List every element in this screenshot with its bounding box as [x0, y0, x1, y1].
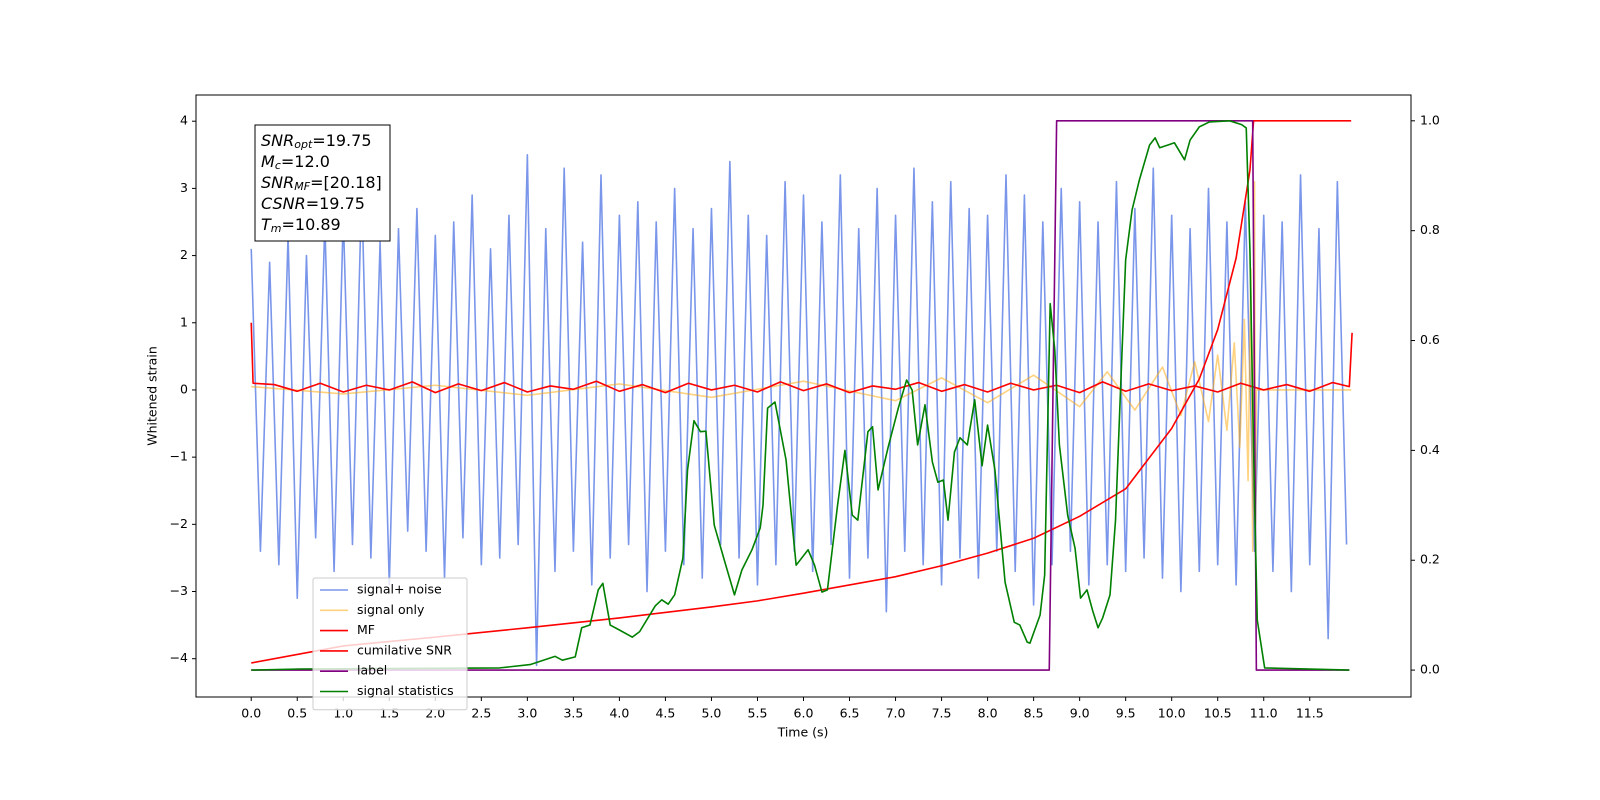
- x-tick-label: 11.5: [1296, 706, 1324, 721]
- series-line: [251, 120, 1350, 671]
- x-tick-label: 9.5: [1116, 706, 1136, 721]
- legend-label: cumilative SNR: [357, 642, 452, 657]
- annotation-value: =[20.18]: [310, 173, 382, 192]
- x-axis-label: Time (s): [777, 725, 829, 740]
- x-tick-label: 6.5: [840, 706, 860, 721]
- x-tick-label: 7.5: [932, 706, 952, 721]
- annotation-subscript: c: [275, 159, 281, 172]
- y2-tick-label: 0.2: [1420, 552, 1440, 567]
- annotation-line: CSNR=19.75: [261, 194, 365, 213]
- legend-label: MF: [357, 622, 375, 637]
- x-tick-label: 5.5: [748, 706, 768, 721]
- annotation-line: Tm=10.89: [261, 215, 341, 236]
- y2-tick-label: 0.4: [1420, 442, 1440, 457]
- legend: signal+ noise signal only MF cumilative SNR…: [312, 577, 468, 711]
- x-tick-label: 5.0: [702, 706, 722, 721]
- annotation-symbol: T: [261, 215, 272, 234]
- y-tick-label: −4: [170, 650, 188, 665]
- y-tick-label: −1: [170, 449, 188, 464]
- legend-label: signal only: [357, 602, 425, 617]
- x-tick-label: 7.0: [886, 706, 906, 721]
- annotation-symbol: M: [261, 152, 275, 171]
- y-tick-label: −3: [170, 583, 188, 598]
- x-tick-label: 11.0: [1250, 706, 1278, 721]
- series-line: [251, 120, 1352, 664]
- x-tick-label: 3.0: [517, 706, 537, 721]
- legend-label: signal statistics: [357, 683, 454, 698]
- annotation-subscript: MF: [294, 180, 310, 193]
- series-line: [250, 322, 1353, 394]
- y2-tick-label: 0.6: [1420, 332, 1440, 347]
- y-axis-label: Whitened strain: [145, 346, 160, 445]
- x-tick-label: 8.0: [978, 706, 998, 721]
- y-tick-label: 0: [180, 381, 188, 396]
- y-tick-label: −2: [170, 516, 188, 531]
- x-tick-label: 9.0: [1070, 706, 1090, 721]
- legend-label: label: [357, 663, 387, 678]
- series-line: [251, 120, 1350, 671]
- y-tick-label: 4: [180, 113, 188, 128]
- annotation-line: SNRopt=19.75: [261, 131, 372, 152]
- x-tick-label: 2.5: [471, 706, 491, 721]
- x-tick-label: 10.0: [1158, 706, 1186, 721]
- x-tick-label: 10.5: [1204, 706, 1232, 721]
- annotation-symbol: SNR: [261, 131, 294, 150]
- legend-label: signal+ noise: [357, 582, 442, 597]
- x-tick-label: 6.0: [794, 706, 814, 721]
- x-tick-label: 8.5: [1024, 706, 1044, 721]
- annotation-symbol: SNR: [261, 173, 294, 192]
- x-tick-label: 0.0: [241, 706, 261, 721]
- annotation-value: =19.75: [312, 131, 371, 150]
- y2-tick-label: 0.8: [1420, 222, 1440, 237]
- legend-box: [312, 577, 468, 711]
- plot-frame: [195, 94, 1412, 698]
- annotation-box: [254, 124, 391, 242]
- y-tick-label: 3: [180, 180, 188, 195]
- annotation-value: =10.89: [282, 215, 341, 234]
- annotation: SNRopt=19.75Mc=12.0SNRMF=[20.18]CSNR=19.…: [254, 124, 391, 242]
- x-tick-label: 0.5: [287, 706, 307, 721]
- x-tick-label: 4.5: [655, 706, 675, 721]
- y-tick-label: 1: [180, 314, 188, 329]
- y2-tick-label: 0.0: [1420, 662, 1440, 677]
- annotation-value: =19.75: [306, 194, 365, 213]
- annotation-line: Mc=12.0: [261, 152, 330, 173]
- annotation-line: SNRMF=[20.18]: [261, 173, 382, 194]
- series-line: [250, 154, 1348, 667]
- annotation-subscript: opt: [294, 138, 313, 151]
- annotation-symbol: CSNR: [261, 194, 306, 213]
- y2-tick-label: 1.0: [1420, 112, 1440, 127]
- annotation-value: =12.0: [281, 152, 330, 171]
- x-tick-label: 4.0: [609, 706, 629, 721]
- annotation-subscript: m: [271, 222, 282, 235]
- x-tick-label: 3.5: [563, 706, 583, 721]
- y-tick-label: 2: [180, 247, 188, 262]
